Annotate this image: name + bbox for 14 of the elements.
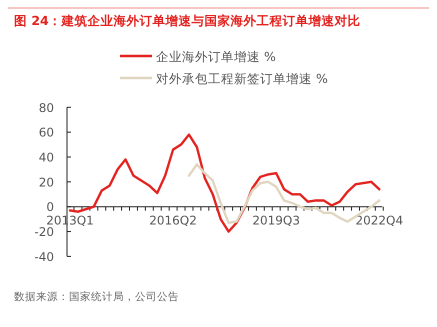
y-tick-label: 60 [38,126,54,140]
x-tick-label: 2016Q2 [149,214,197,228]
y-tick-label: 0 [46,200,54,214]
legend-label: 企业海外订单增速 % [156,49,276,64]
y-tick-label: -40 [34,250,54,264]
y-tick-label: -20 [34,225,54,240]
source-note: 数据来源：国家统计局，公司公告 [14,290,179,303]
y-tick-label: 40 [38,150,54,164]
x-tick-label: 2022Q4 [355,214,404,228]
y-tick-label: 80 [38,100,54,115]
title: 图 24：建筑企业海外订单增速与国家海外工程订单增速对比 [14,13,361,28]
legend-label: 对外承包工程新签订单增速 % [156,71,328,86]
x-tick-label: 2019Q3 [252,214,300,228]
y-tick-label: 20 [38,175,54,190]
